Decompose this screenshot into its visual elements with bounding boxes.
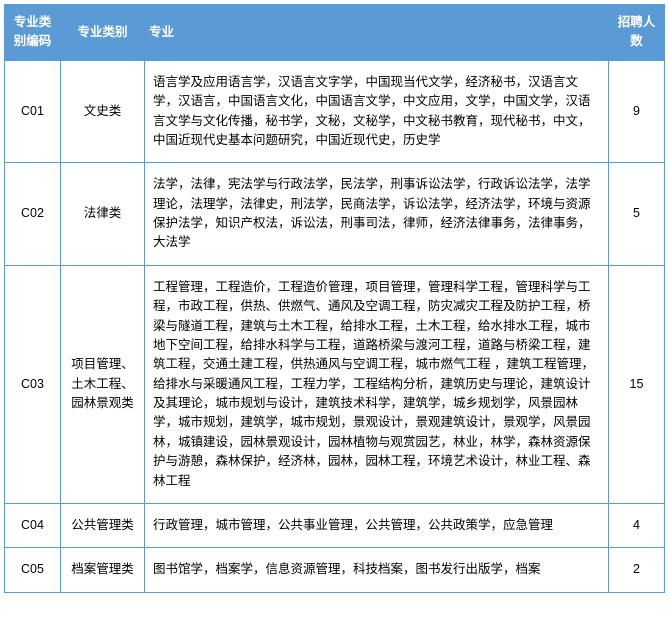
table-row: C03 项目管理、土木工程、园林景观类 工程管理，工程造价，工程造价管理，项目管… — [5, 265, 665, 503]
recruitment-table: 专业类别编码 专业类别 专业 招聘人数 C01 文史类 语言学及应用语言学，汉语… — [4, 4, 665, 593]
cell-major: 法学，法律，宪法学与行政法学，民法学，刑事诉讼法学，行政诉讼法学，法学理论，法理… — [145, 163, 609, 266]
cell-code: C03 — [5, 265, 61, 503]
cell-code: C04 — [5, 503, 61, 547]
col-header-cat: 专业类别 — [61, 5, 145, 61]
table-row: C02 法律类 法学，法律，宪法学与行政法学，民法学，刑事诉讼法学，行政诉讼法学… — [5, 163, 665, 266]
cell-major: 工程管理，工程造价，工程造价管理，项目管理，管理科学工程，管理科学与工程，市政工… — [145, 265, 609, 503]
table-header-row: 专业类别编码 专业类别 专业 招聘人数 — [5, 5, 665, 61]
cell-code: C01 — [5, 60, 61, 163]
cell-code: C05 — [5, 548, 61, 592]
cell-cat: 文史类 — [61, 60, 145, 163]
cell-code: C02 — [5, 163, 61, 266]
cell-cat: 档案管理类 — [61, 548, 145, 592]
cell-major: 行政管理，城市管理，公共事业管理，公共管理，公共政策学，应急管理 — [145, 503, 609, 547]
cell-major: 语言学及应用语言学，汉语言文字学，中国现当代文学，经济秘书，汉语言文学，汉语言，… — [145, 60, 609, 163]
cell-count: 4 — [609, 503, 665, 547]
cell-count: 15 — [609, 265, 665, 503]
cell-count: 5 — [609, 163, 665, 266]
table-row: C05 档案管理类 图书馆学，档案学，信息资源管理，科技档案，图书发行出版学，档… — [5, 548, 665, 592]
cell-count: 2 — [609, 548, 665, 592]
col-header-code: 专业类别编码 — [5, 5, 61, 61]
cell-major: 图书馆学，档案学，信息资源管理，科技档案，图书发行出版学，档案 — [145, 548, 609, 592]
cell-cat: 法律类 — [61, 163, 145, 266]
table-row: C04 公共管理类 行政管理，城市管理，公共事业管理，公共管理，公共政策学，应急… — [5, 503, 665, 547]
col-header-count: 招聘人数 — [609, 5, 665, 61]
cell-count: 9 — [609, 60, 665, 163]
col-header-major: 专业 — [145, 5, 609, 61]
cell-cat: 公共管理类 — [61, 503, 145, 547]
table-row: C01 文史类 语言学及应用语言学，汉语言文字学，中国现当代文学，经济秘书，汉语… — [5, 60, 665, 163]
cell-cat: 项目管理、土木工程、园林景观类 — [61, 265, 145, 503]
